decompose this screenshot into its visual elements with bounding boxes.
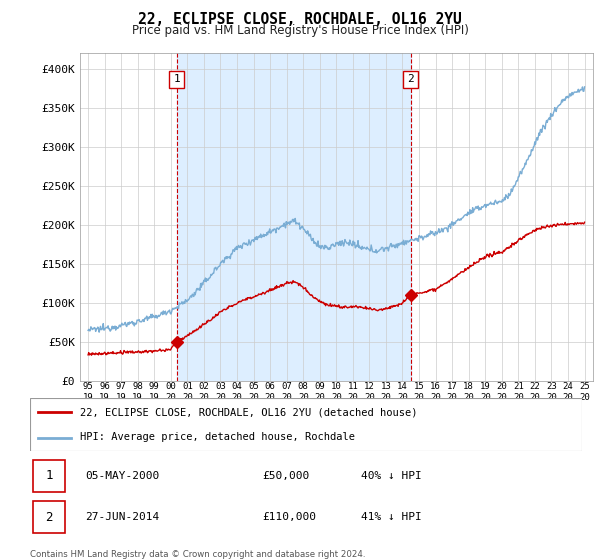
Text: £50,000: £50,000 <box>262 470 309 480</box>
Text: 27-JUN-2014: 27-JUN-2014 <box>85 512 160 522</box>
Text: 2: 2 <box>407 74 414 85</box>
Text: 2: 2 <box>45 511 53 524</box>
Text: 1: 1 <box>45 469 53 482</box>
Text: 40% ↓ HPI: 40% ↓ HPI <box>361 470 422 480</box>
FancyBboxPatch shape <box>30 398 582 451</box>
FancyBboxPatch shape <box>33 460 65 492</box>
Text: £110,000: £110,000 <box>262 512 316 522</box>
FancyBboxPatch shape <box>33 501 65 534</box>
Text: 1: 1 <box>173 74 180 85</box>
Text: Contains HM Land Registry data © Crown copyright and database right 2024.: Contains HM Land Registry data © Crown c… <box>30 550 365 559</box>
Text: 41% ↓ HPI: 41% ↓ HPI <box>361 512 422 522</box>
Text: 22, ECLIPSE CLOSE, ROCHDALE, OL16 2YU: 22, ECLIPSE CLOSE, ROCHDALE, OL16 2YU <box>138 12 462 27</box>
Text: 05-MAY-2000: 05-MAY-2000 <box>85 470 160 480</box>
Text: HPI: Average price, detached house, Rochdale: HPI: Average price, detached house, Roch… <box>80 432 355 442</box>
Text: Price paid vs. HM Land Registry's House Price Index (HPI): Price paid vs. HM Land Registry's House … <box>131 24 469 36</box>
Text: 22, ECLIPSE CLOSE, ROCHDALE, OL16 2YU (detached house): 22, ECLIPSE CLOSE, ROCHDALE, OL16 2YU (d… <box>80 408 417 418</box>
Bar <box>176 53 410 381</box>
